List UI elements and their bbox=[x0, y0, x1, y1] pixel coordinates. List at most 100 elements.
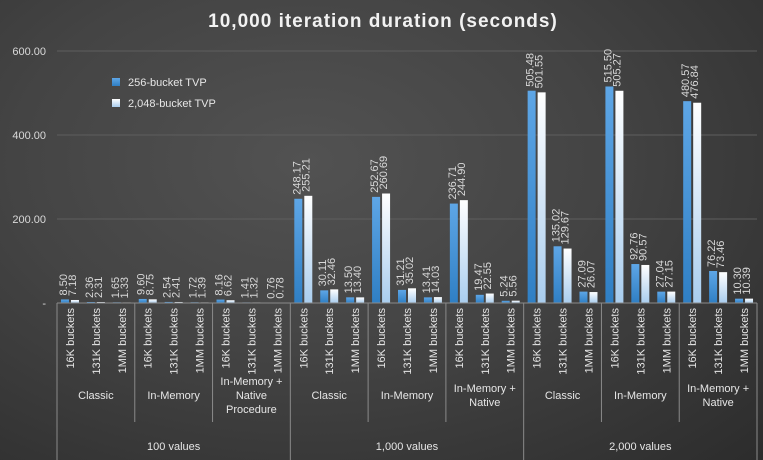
bar-series-2048 bbox=[537, 92, 546, 303]
category-label: 1MM buckets bbox=[506, 308, 518, 374]
bar-series-256 bbox=[475, 294, 484, 303]
bar-series-2048 bbox=[70, 299, 79, 303]
data-label: 135.02 bbox=[551, 209, 563, 243]
bar-series-256 bbox=[605, 86, 614, 304]
bar-series-256 bbox=[553, 246, 562, 303]
data-label: 92.76 bbox=[628, 233, 640, 261]
data-label: 0.78 bbox=[274, 277, 286, 298]
data-label: 1.72 bbox=[188, 277, 200, 298]
data-label: 515.50 bbox=[602, 49, 614, 83]
category-label: 1MM buckets bbox=[350, 308, 362, 374]
data-label: 7.18 bbox=[67, 275, 79, 296]
data-label: 5.24 bbox=[499, 275, 511, 296]
data-label: 1.33 bbox=[119, 277, 131, 298]
category-label: 131K buckets bbox=[480, 308, 492, 375]
data-label: 2.36 bbox=[84, 277, 96, 298]
data-label: 2.31 bbox=[93, 277, 105, 298]
data-label: 505.48 bbox=[525, 53, 537, 87]
bar-series-256 bbox=[709, 270, 718, 303]
subgroup-label: Native bbox=[469, 397, 500, 409]
data-label: 32.46 bbox=[326, 258, 338, 286]
bar-series-256 bbox=[138, 298, 147, 303]
subgroup-label: In-Memory bbox=[147, 390, 200, 402]
data-label: 2.41 bbox=[171, 277, 183, 298]
subgroup-label: In-Memory + bbox=[454, 383, 516, 395]
y-tick-label: - bbox=[42, 298, 46, 310]
data-label: 244.90 bbox=[456, 162, 468, 196]
data-label: 10.39 bbox=[741, 267, 753, 295]
category-label: 1MM buckets bbox=[583, 308, 595, 374]
category-label: 16K buckets bbox=[687, 308, 699, 369]
data-label: 248.17 bbox=[291, 161, 303, 195]
data-label: 255.21 bbox=[300, 158, 312, 192]
data-label: 480.57 bbox=[680, 64, 692, 98]
bar-series-2048 bbox=[667, 291, 676, 303]
category-label: 16K buckets bbox=[609, 308, 621, 369]
data-label: 31.21 bbox=[395, 258, 407, 286]
data-label: 505.27 bbox=[611, 53, 623, 87]
data-label: 26.07 bbox=[585, 261, 597, 289]
bar-series-256 bbox=[216, 299, 225, 303]
bar-series-256 bbox=[294, 198, 303, 303]
data-label: 90.57 bbox=[637, 233, 649, 261]
data-label: 0.76 bbox=[265, 277, 277, 298]
data-label: 76.22 bbox=[706, 239, 718, 267]
bar-series-2048 bbox=[745, 298, 754, 303]
group-label: 1,000 values bbox=[376, 441, 439, 453]
subgroup-label: Procedure bbox=[226, 404, 277, 416]
bar-series-2048 bbox=[408, 288, 416, 303]
data-label: 2.54 bbox=[162, 277, 174, 298]
legend-swatch bbox=[112, 78, 120, 86]
bar-series-2048 bbox=[615, 90, 624, 304]
bar-series-2048 bbox=[174, 301, 183, 303]
bar-series-256 bbox=[657, 291, 666, 303]
data-label: 22.55 bbox=[482, 262, 494, 290]
data-label: 13.50 bbox=[343, 266, 355, 294]
data-label: 6.62 bbox=[223, 275, 235, 296]
data-label: 8.50 bbox=[58, 274, 70, 295]
bar-series-2048 bbox=[589, 292, 598, 303]
data-label: 260.69 bbox=[378, 156, 390, 190]
data-label: 19.47 bbox=[473, 263, 485, 291]
chart-title: 10,000 iteration duration (seconds) bbox=[208, 11, 558, 32]
data-label: 8.16 bbox=[214, 274, 226, 295]
subgroup-label: Classic bbox=[311, 390, 347, 402]
data-label: 1.65 bbox=[110, 277, 122, 298]
category-label: 131K buckets bbox=[635, 308, 647, 375]
bar-series-2048 bbox=[226, 300, 235, 303]
subgroup-label: Classic bbox=[78, 390, 114, 402]
data-label: 252.67 bbox=[369, 159, 381, 193]
data-label: 9.60 bbox=[136, 274, 148, 295]
category-label: 16K buckets bbox=[376, 308, 388, 369]
category-label: 131K buckets bbox=[91, 308, 103, 375]
category-label: 1MM buckets bbox=[117, 308, 129, 374]
bar-series-256 bbox=[398, 289, 406, 303]
category-label: 16K buckets bbox=[221, 308, 233, 369]
bar-series-256 bbox=[579, 291, 588, 303]
subgroup-label: In-Memory bbox=[614, 390, 667, 402]
subgroup-label: In-Memory bbox=[381, 390, 434, 402]
data-label: 476.84 bbox=[689, 65, 701, 99]
category-label: 1MM buckets bbox=[739, 308, 751, 374]
category-label: 1MM buckets bbox=[428, 308, 440, 374]
category-label: 1MM buckets bbox=[661, 308, 673, 374]
data-label: 5.56 bbox=[508, 275, 520, 296]
y-tick-label: 600.00 bbox=[12, 46, 46, 58]
bar-series-2048 bbox=[563, 248, 572, 303]
data-label: 27.09 bbox=[576, 260, 588, 288]
data-label: 129.67 bbox=[560, 211, 572, 245]
data-label: 1.41 bbox=[239, 277, 251, 298]
bar-series-256 bbox=[501, 300, 510, 303]
data-label: 13.40 bbox=[352, 266, 364, 294]
data-label: 30.11 bbox=[317, 260, 329, 287]
category-label: 131K buckets bbox=[402, 308, 414, 375]
bar-series-2048 bbox=[148, 299, 157, 303]
data-label: 13.41 bbox=[421, 266, 433, 294]
bar-series-2048 bbox=[693, 102, 702, 303]
bar-series-2048 bbox=[356, 297, 365, 303]
data-label: 73.46 bbox=[715, 241, 727, 269]
category-label: 16K buckets bbox=[143, 308, 155, 369]
category-label: 131K buckets bbox=[169, 308, 181, 375]
bar-series-256 bbox=[449, 203, 458, 303]
data-label: 27.04 bbox=[654, 260, 666, 288]
